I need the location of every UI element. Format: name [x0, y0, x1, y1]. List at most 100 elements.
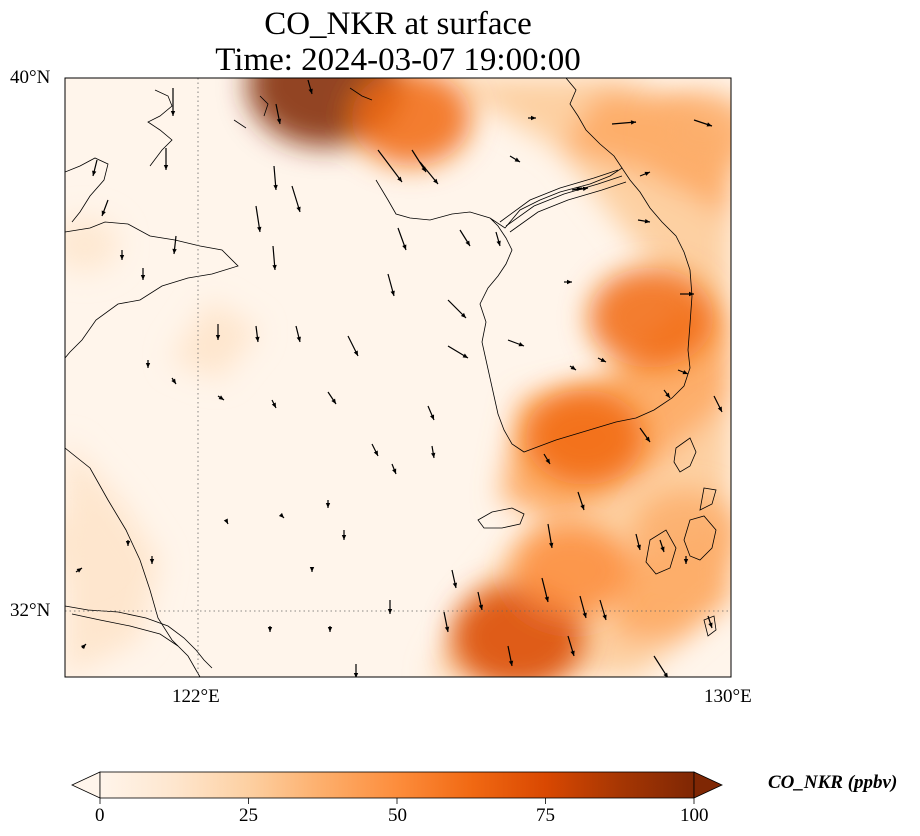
colorbar-tick-25: 25	[239, 805, 258, 826]
wind-vector-head	[580, 504, 585, 510]
wind-vector-head	[325, 503, 331, 508]
wind-vector-head	[218, 395, 224, 400]
colorbar-extend-max	[693, 771, 723, 799]
wind-vector-head	[402, 244, 407, 250]
wind-vector-head	[689, 291, 694, 297]
colorbar-label: CO_NKR (ppbv)	[768, 772, 898, 793]
wind-vector-head	[660, 546, 665, 552]
colorbar-extend-min	[71, 771, 101, 799]
wind-vector-head	[341, 535, 347, 540]
wind-vector-head	[433, 178, 438, 184]
wind-vector-head	[514, 157, 520, 162]
wind-vector-head	[327, 627, 333, 632]
wind-vector-head	[636, 544, 641, 550]
colorbar-tick-0: 0	[95, 805, 105, 826]
wind-vector-head	[663, 672, 668, 677]
concentration-hotspot	[588, 267, 714, 368]
concentration-hotspot	[65, 217, 119, 272]
concentration-hotspot	[351, 78, 472, 166]
lat-tick-40N: 40°N	[10, 67, 51, 88]
wind-vector-head	[125, 541, 131, 546]
wind-vector-head	[296, 336, 301, 342]
wind-vector-head	[172, 248, 177, 254]
wind-vector-head	[272, 264, 277, 270]
wind-vector-head	[215, 335, 221, 340]
wind-vector-head	[163, 165, 169, 170]
wind-vector-head	[444, 626, 450, 632]
colorbar-tick-100: 100	[680, 805, 709, 826]
wind-vector-head	[353, 673, 359, 677]
wind-vector-head	[545, 458, 550, 464]
wind-vector-head	[140, 275, 146, 280]
wind-vector-head	[276, 118, 282, 124]
wind-vector-head	[683, 559, 689, 564]
wind-vector-head	[171, 378, 176, 384]
colorbar-bar	[99, 771, 695, 799]
colorbar-tick-75: 75	[536, 805, 555, 826]
wind-vector-head	[170, 111, 176, 116]
wind-vector-head	[80, 644, 86, 650]
wind-vector-head	[644, 171, 650, 176]
wind-vector-head	[496, 240, 501, 246]
lat-tick-32N: 32°N	[10, 600, 51, 621]
wind-vector-head	[267, 627, 273, 632]
wind-vector-head	[309, 567, 315, 572]
wind-vector-head	[255, 336, 260, 342]
wind-vector-head	[431, 452, 436, 458]
wind-vector-head	[387, 609, 393, 614]
coastlines	[65, 78, 717, 677]
wind-vector-head	[257, 226, 262, 232]
wind-vectors	[75, 79, 723, 677]
wind-vector-head	[296, 206, 301, 212]
wind-vector-head	[665, 392, 670, 398]
concentration-hotspot	[65, 513, 110, 574]
wind-vector-head	[278, 512, 284, 518]
wind-vector-head	[600, 357, 606, 362]
concentration-hotspot	[513, 524, 629, 617]
wind-vector-head	[101, 210, 106, 216]
wind-vector-head	[308, 88, 313, 94]
wind-vector-head	[430, 414, 435, 420]
wind-vector-head	[518, 342, 524, 347]
wind-vector-head	[462, 353, 468, 358]
wind-vector-head	[397, 176, 402, 182]
lon-tick-130E: 130°E	[704, 686, 752, 707]
wind-vector	[377, 149, 403, 183]
wind-vector-head	[576, 186, 582, 192]
wind-vector-head	[644, 219, 650, 224]
wind-vector-head	[582, 612, 587, 618]
wind-vector-head	[119, 255, 125, 260]
colorbar	[71, 771, 723, 804]
wind-vector-head	[645, 436, 650, 442]
wind-vector-head	[706, 122, 712, 127]
wind-vector-head	[271, 402, 276, 408]
wind-vector-head	[149, 559, 155, 564]
concentration-hotspots	[65, 78, 731, 677]
concentration-hotspot	[525, 390, 644, 485]
wind-vector-head	[223, 518, 228, 524]
colorbar-tick-50: 50	[388, 805, 407, 826]
lon-tick-122E: 122°E	[172, 686, 220, 707]
wind-vector-head	[570, 650, 575, 656]
wind-vector-head	[273, 184, 278, 190]
wind-vector-head	[549, 542, 554, 548]
wind-vector-head	[531, 115, 536, 121]
wind-vector-head	[630, 120, 636, 125]
wind-vector-head	[602, 614, 607, 620]
wind-vector-head	[373, 450, 378, 456]
wind-vector-head	[570, 365, 576, 370]
map-title-line2: Time: 2024-03-07 19:00:00	[215, 42, 581, 78]
map-title-line1: CO_NKR at surface	[264, 6, 532, 42]
wind-vector-head	[544, 596, 549, 602]
concentration-hotspot	[633, 489, 731, 572]
wind-vector-head	[460, 312, 466, 318]
gridlines	[65, 78, 731, 677]
wind-vector-head	[478, 604, 484, 610]
wind-vector-head	[682, 370, 688, 375]
wind-vector-head	[390, 290, 395, 296]
wind-vector-head	[331, 398, 336, 404]
wind-vector-head	[582, 186, 588, 191]
wind-vector-head	[508, 660, 514, 666]
wind-vector-head	[465, 240, 470, 246]
